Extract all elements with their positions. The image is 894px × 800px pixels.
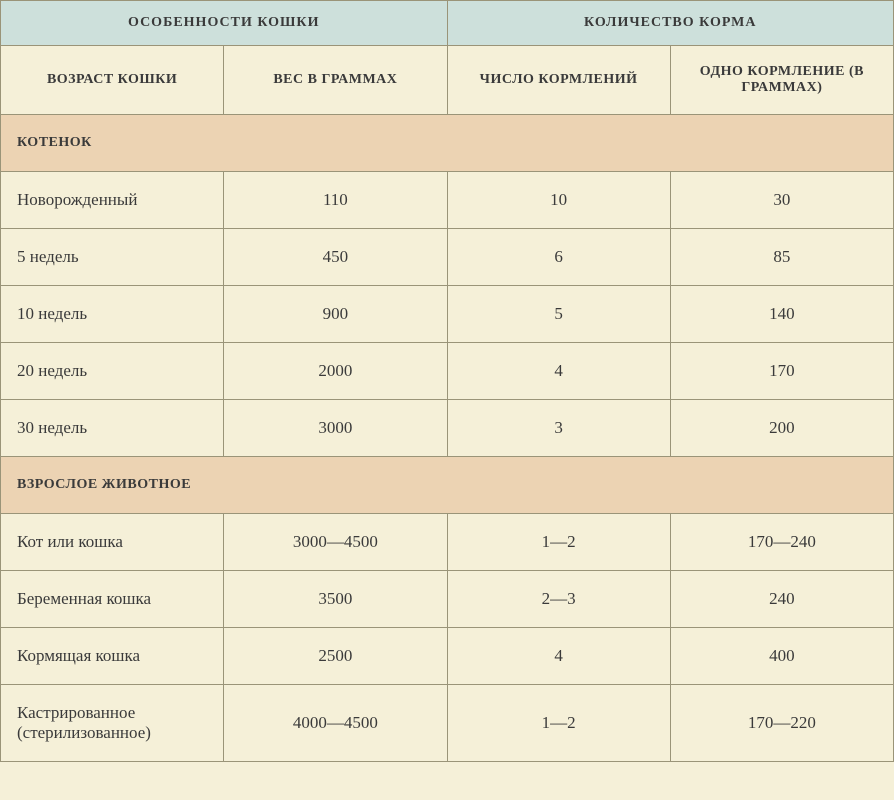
table-row: 10 недель 900 5 140 xyxy=(1,286,894,343)
cell-per-feeding: 240 xyxy=(670,571,893,628)
table-row: Кормящая кошка 2500 4 400 xyxy=(1,628,894,685)
header-food-amount: КОЛИЧЕСТВО КОРМА xyxy=(447,1,894,46)
cell-age: Кастрированное (стерилизованное) xyxy=(1,685,224,762)
cell-per-feeding: 170 xyxy=(670,343,893,400)
cell-weight: 110 xyxy=(224,172,447,229)
table-body: КОТЕНОК Новорожденный 110 10 30 5 недель… xyxy=(1,115,894,762)
cell-per-feeding: 170—220 xyxy=(670,685,893,762)
cell-feedings: 2—3 xyxy=(447,571,670,628)
table-row: Кот или кошка 3000—4500 1—2 170—240 xyxy=(1,514,894,571)
cell-weight: 4000—4500 xyxy=(224,685,447,762)
cell-per-feeding: 85 xyxy=(670,229,893,286)
cell-weight: 2000 xyxy=(224,343,447,400)
cell-feedings: 10 xyxy=(447,172,670,229)
table-row: 20 недель 2000 4 170 xyxy=(1,343,894,400)
cell-feedings: 6 xyxy=(447,229,670,286)
section-title: КОТЕНОК xyxy=(1,115,894,172)
table-row: Новорожденный 110 10 30 xyxy=(1,172,894,229)
cell-per-feeding: 170—240 xyxy=(670,514,893,571)
cell-per-feeding: 30 xyxy=(670,172,893,229)
cell-feedings: 4 xyxy=(447,343,670,400)
table-top-header-row: ОСОБЕННОСТИ КОШКИ КОЛИЧЕСТВО КОРМА xyxy=(1,1,894,46)
cell-weight: 2500 xyxy=(224,628,447,685)
cell-age: Беременная кошка xyxy=(1,571,224,628)
feeding-table-container: ОСОБЕННОСТИ КОШКИ КОЛИЧЕСТВО КОРМА ВОЗРА… xyxy=(0,0,894,762)
table-row: 5 недель 450 6 85 xyxy=(1,229,894,286)
cell-age: 20 недель xyxy=(1,343,224,400)
cell-feedings: 1—2 xyxy=(447,685,670,762)
section-title: ВЗРОСЛОЕ ЖИВОТНОЕ xyxy=(1,457,894,514)
table-row: 30 недель 3000 3 200 xyxy=(1,400,894,457)
cell-age: Новорожденный xyxy=(1,172,224,229)
cell-age: Кормящая кошка xyxy=(1,628,224,685)
table-row: Беременная кошка 3500 2—3 240 xyxy=(1,571,894,628)
table-row: Кастрированное (стерилизованное) 4000—45… xyxy=(1,685,894,762)
cell-weight: 3000—4500 xyxy=(224,514,447,571)
cell-age: 30 недель xyxy=(1,400,224,457)
cell-weight: 450 xyxy=(224,229,447,286)
cell-age: 10 недель xyxy=(1,286,224,343)
cell-weight: 3000 xyxy=(224,400,447,457)
col-per-feeding: ОДНО КОРМЛЕНИЕ (В ГРАММАХ) xyxy=(670,46,893,115)
cell-per-feeding: 200 xyxy=(670,400,893,457)
header-cat-features: ОСОБЕННОСТИ КОШКИ xyxy=(1,1,448,46)
cell-age: Кот или кошка xyxy=(1,514,224,571)
cell-per-feeding: 140 xyxy=(670,286,893,343)
cell-feedings: 5 xyxy=(447,286,670,343)
cell-age: 5 недель xyxy=(1,229,224,286)
col-feedings: ЧИСЛО КОРМЛЕНИЙ xyxy=(447,46,670,115)
feeding-table: ОСОБЕННОСТИ КОШКИ КОЛИЧЕСТВО КОРМА ВОЗРА… xyxy=(0,0,894,762)
cell-feedings: 1—2 xyxy=(447,514,670,571)
cell-weight: 900 xyxy=(224,286,447,343)
cell-per-feeding: 400 xyxy=(670,628,893,685)
cell-feedings: 3 xyxy=(447,400,670,457)
section-kitten: КОТЕНОК xyxy=(1,115,894,172)
table-sub-header-row: ВОЗРАСТ КОШКИ ВЕС В ГРАММАХ ЧИСЛО КОРМЛЕ… xyxy=(1,46,894,115)
cell-weight: 3500 xyxy=(224,571,447,628)
col-weight: ВЕС В ГРАММАХ xyxy=(224,46,447,115)
cell-feedings: 4 xyxy=(447,628,670,685)
col-age: ВОЗРАСТ КОШКИ xyxy=(1,46,224,115)
section-adult: ВЗРОСЛОЕ ЖИВОТНОЕ xyxy=(1,457,894,514)
